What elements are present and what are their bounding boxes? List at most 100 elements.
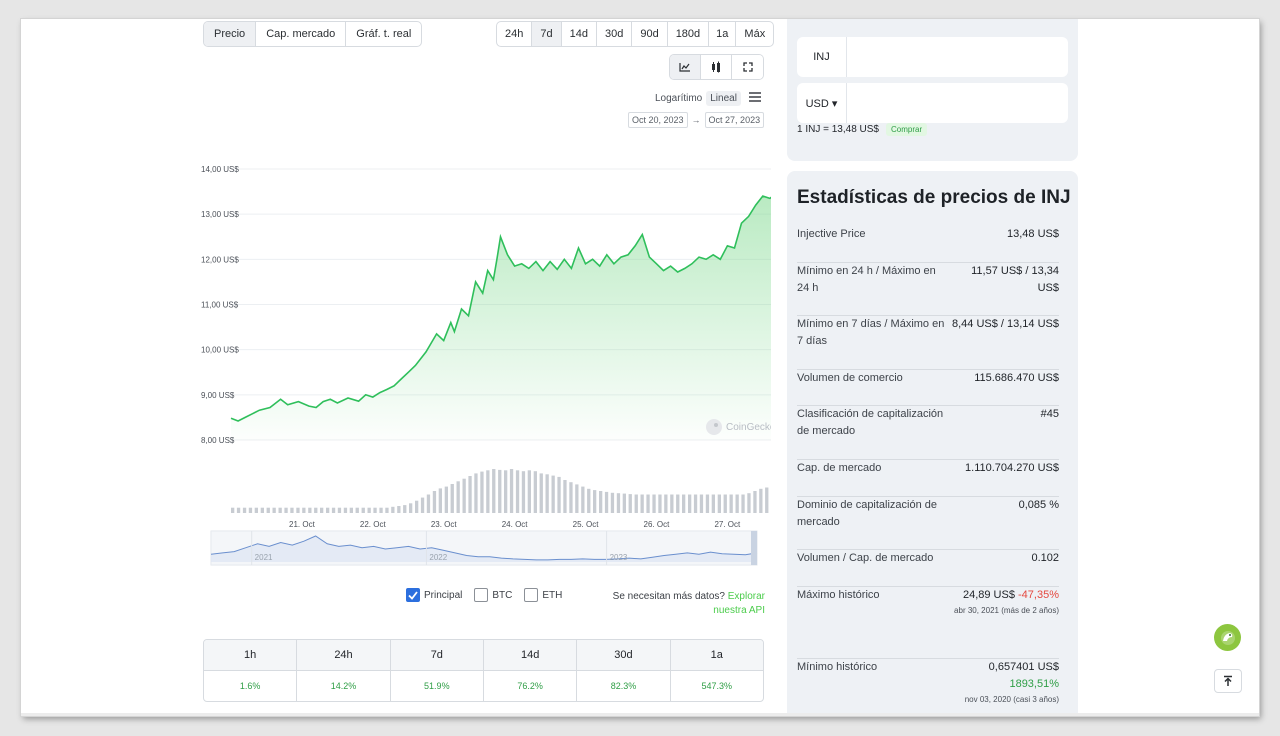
fiat-amount-field[interactable]: USD ▾ (797, 83, 1068, 123)
header-30d: 30d (577, 640, 671, 670)
watermark-text: CoinGecko (726, 422, 771, 433)
volume-bar (397, 506, 401, 513)
range-1a[interactable]: 1a (709, 22, 737, 46)
volume-bar (426, 494, 431, 513)
header-1h: 1h (204, 640, 298, 670)
y-tick-label: 9,00 US$ (201, 391, 235, 400)
fullscreen-icon[interactable] (732, 55, 763, 79)
volume-bar (682, 494, 686, 513)
range-tabs: 24h 7d 14d 30d 90d 180d 1a Máx (496, 21, 775, 47)
volume-bar (272, 507, 276, 513)
legend-eth[interactable]: ETH (524, 588, 562, 602)
range-180d[interactable]: 180d (668, 22, 710, 46)
stat-value: #45 (1040, 408, 1059, 420)
volume-bar (759, 488, 763, 513)
volume-bar (367, 507, 371, 513)
stat-label: Máximo histórico (797, 589, 880, 601)
navigator-year-label: 2022 (429, 553, 447, 562)
volume-bar (231, 507, 235, 513)
stat-row-atl: Mínimo histórico 0,657401 US$ 1893,51% n… (797, 659, 1059, 716)
buy-button[interactable]: Comprar (886, 123, 928, 136)
stat-row: Mínimo en 24 h / Máximo en 24 h 11,57 US… (797, 263, 1059, 316)
price-chart[interactable]: 14,00 US$ 13,00 US$ 12,00 US$ 11,00 US$ 10,0… (201, 134, 771, 579)
stat-label: Mínimo histórico (797, 661, 878, 673)
volume-bar (284, 507, 288, 513)
stat-value: 0,657401 US$ 1893,51% nov 03, 2020 (casi… (949, 659, 1059, 716)
tab-live-chart[interactable]: Gráf. t. real (356, 28, 412, 40)
volume-bar (557, 476, 561, 513)
volume-bar (699, 494, 704, 513)
conversion-rate: 1 INJ = 13,48 US$ Comprar (797, 123, 928, 136)
volume-bar (254, 507, 258, 513)
coingecko-gecko-icon[interactable] (1214, 624, 1241, 651)
menu-icon[interactable] (748, 92, 761, 105)
stat-value: 115.686.470 US$ (974, 372, 1059, 384)
legend-btc[interactable]: BTC (474, 588, 512, 602)
line-chart-icon[interactable] (670, 55, 701, 79)
checkbox-icon[interactable] (524, 588, 539, 602)
volume-bar (331, 507, 336, 513)
legend-principal[interactable]: Principal (406, 588, 462, 602)
view-tabs: Precio Cap. mercado Gráf. t. real (203, 21, 423, 47)
crypto-label: INJ (797, 37, 847, 77)
checkbox-icon[interactable] (474, 588, 489, 602)
volume-bar (480, 471, 484, 513)
date-range: Oct 20, 2023 → Oct 27, 2023 (628, 112, 765, 128)
range-7d[interactable]: 7d (532, 22, 562, 46)
volume-bar (296, 507, 300, 513)
scale-log-option[interactable]: Logarítimo (655, 93, 703, 104)
volume-bar (551, 475, 555, 513)
volume-bar (456, 481, 460, 513)
volume-bar (337, 507, 342, 513)
volume-bar (320, 507, 324, 513)
rate-text: 1 INJ = 13,48 US$ (797, 124, 879, 135)
x-tick-label: 27. Oct (714, 520, 741, 529)
atl-change: 1893,51% (1009, 678, 1059, 690)
tab-price[interactable]: Precio (204, 22, 257, 46)
candlestick-icon[interactable] (701, 55, 732, 79)
chart-type-tools (669, 54, 764, 80)
volume-bar (533, 471, 537, 513)
volume-bar (652, 494, 656, 513)
stat-row: Volumen / Cap. de mercado 0.102 (797, 550, 1059, 587)
volume-bar (717, 494, 721, 513)
ath-price: 24,89 US$ (962, 589, 1015, 601)
volume-bar (462, 478, 466, 513)
explore-api-link[interactable]: Explorar nuestra API (713, 591, 765, 616)
stat-value: 0.102 (1031, 552, 1059, 564)
range-24h[interactable]: 24h (497, 22, 533, 46)
tab-market-cap[interactable]: Cap. mercado (256, 22, 347, 46)
stat-label: Clasificación de capitalización de merca… (797, 408, 944, 437)
stat-value: 8,44 US$ / 13,14 US$ (951, 318, 1059, 330)
volume-bar (266, 507, 270, 513)
volume-bar (302, 507, 306, 513)
stat-value: 0,085 % (1018, 499, 1059, 511)
coingecko-watermark: CoinGecko (706, 419, 771, 435)
range-30d[interactable]: 30d (597, 22, 633, 46)
stat-row: Dominio de capitalización de mercado 0,0… (797, 497, 1059, 550)
stat-label: Dominio de capitalización de mercado (797, 499, 938, 528)
navigator[interactable]: 2021 2022 2023 (210, 530, 758, 566)
navigator-year-label: 2023 (610, 553, 628, 562)
volume-bar (569, 482, 573, 513)
crypto-amount-field[interactable]: INJ (797, 37, 1068, 77)
header-1a: 1a (710, 649, 723, 661)
range-max[interactable]: Máx (744, 28, 766, 40)
x-tick-label: 23. Oct (431, 520, 458, 529)
range-90d[interactable]: 90d (632, 22, 668, 46)
date-from-input[interactable]: Oct 20, 2023 (628, 112, 688, 128)
checkbox-checked-icon[interactable] (406, 588, 420, 602)
stat-value: 13,48 US$ (1007, 228, 1059, 240)
scroll-to-top-icon[interactable] (1214, 669, 1242, 693)
volume-bar (735, 494, 739, 513)
range-14d[interactable]: 14d (562, 22, 597, 46)
currency-dropdown[interactable]: USD ▾ (797, 83, 847, 123)
price-area (231, 196, 771, 440)
scale-linear-option[interactable]: Lineal (706, 91, 741, 106)
value-1a: 547.3% (701, 681, 733, 691)
stat-row-ath: Máximo histórico 24,89 US$ -47,35% abr 3… (797, 587, 1059, 659)
navigator-year-label: 2021 (255, 553, 273, 562)
x-tick-label: 21. Oct (289, 520, 316, 529)
date-to-input[interactable]: Oct 27, 2023 (704, 112, 765, 128)
navigator-handle[interactable] (751, 531, 757, 565)
